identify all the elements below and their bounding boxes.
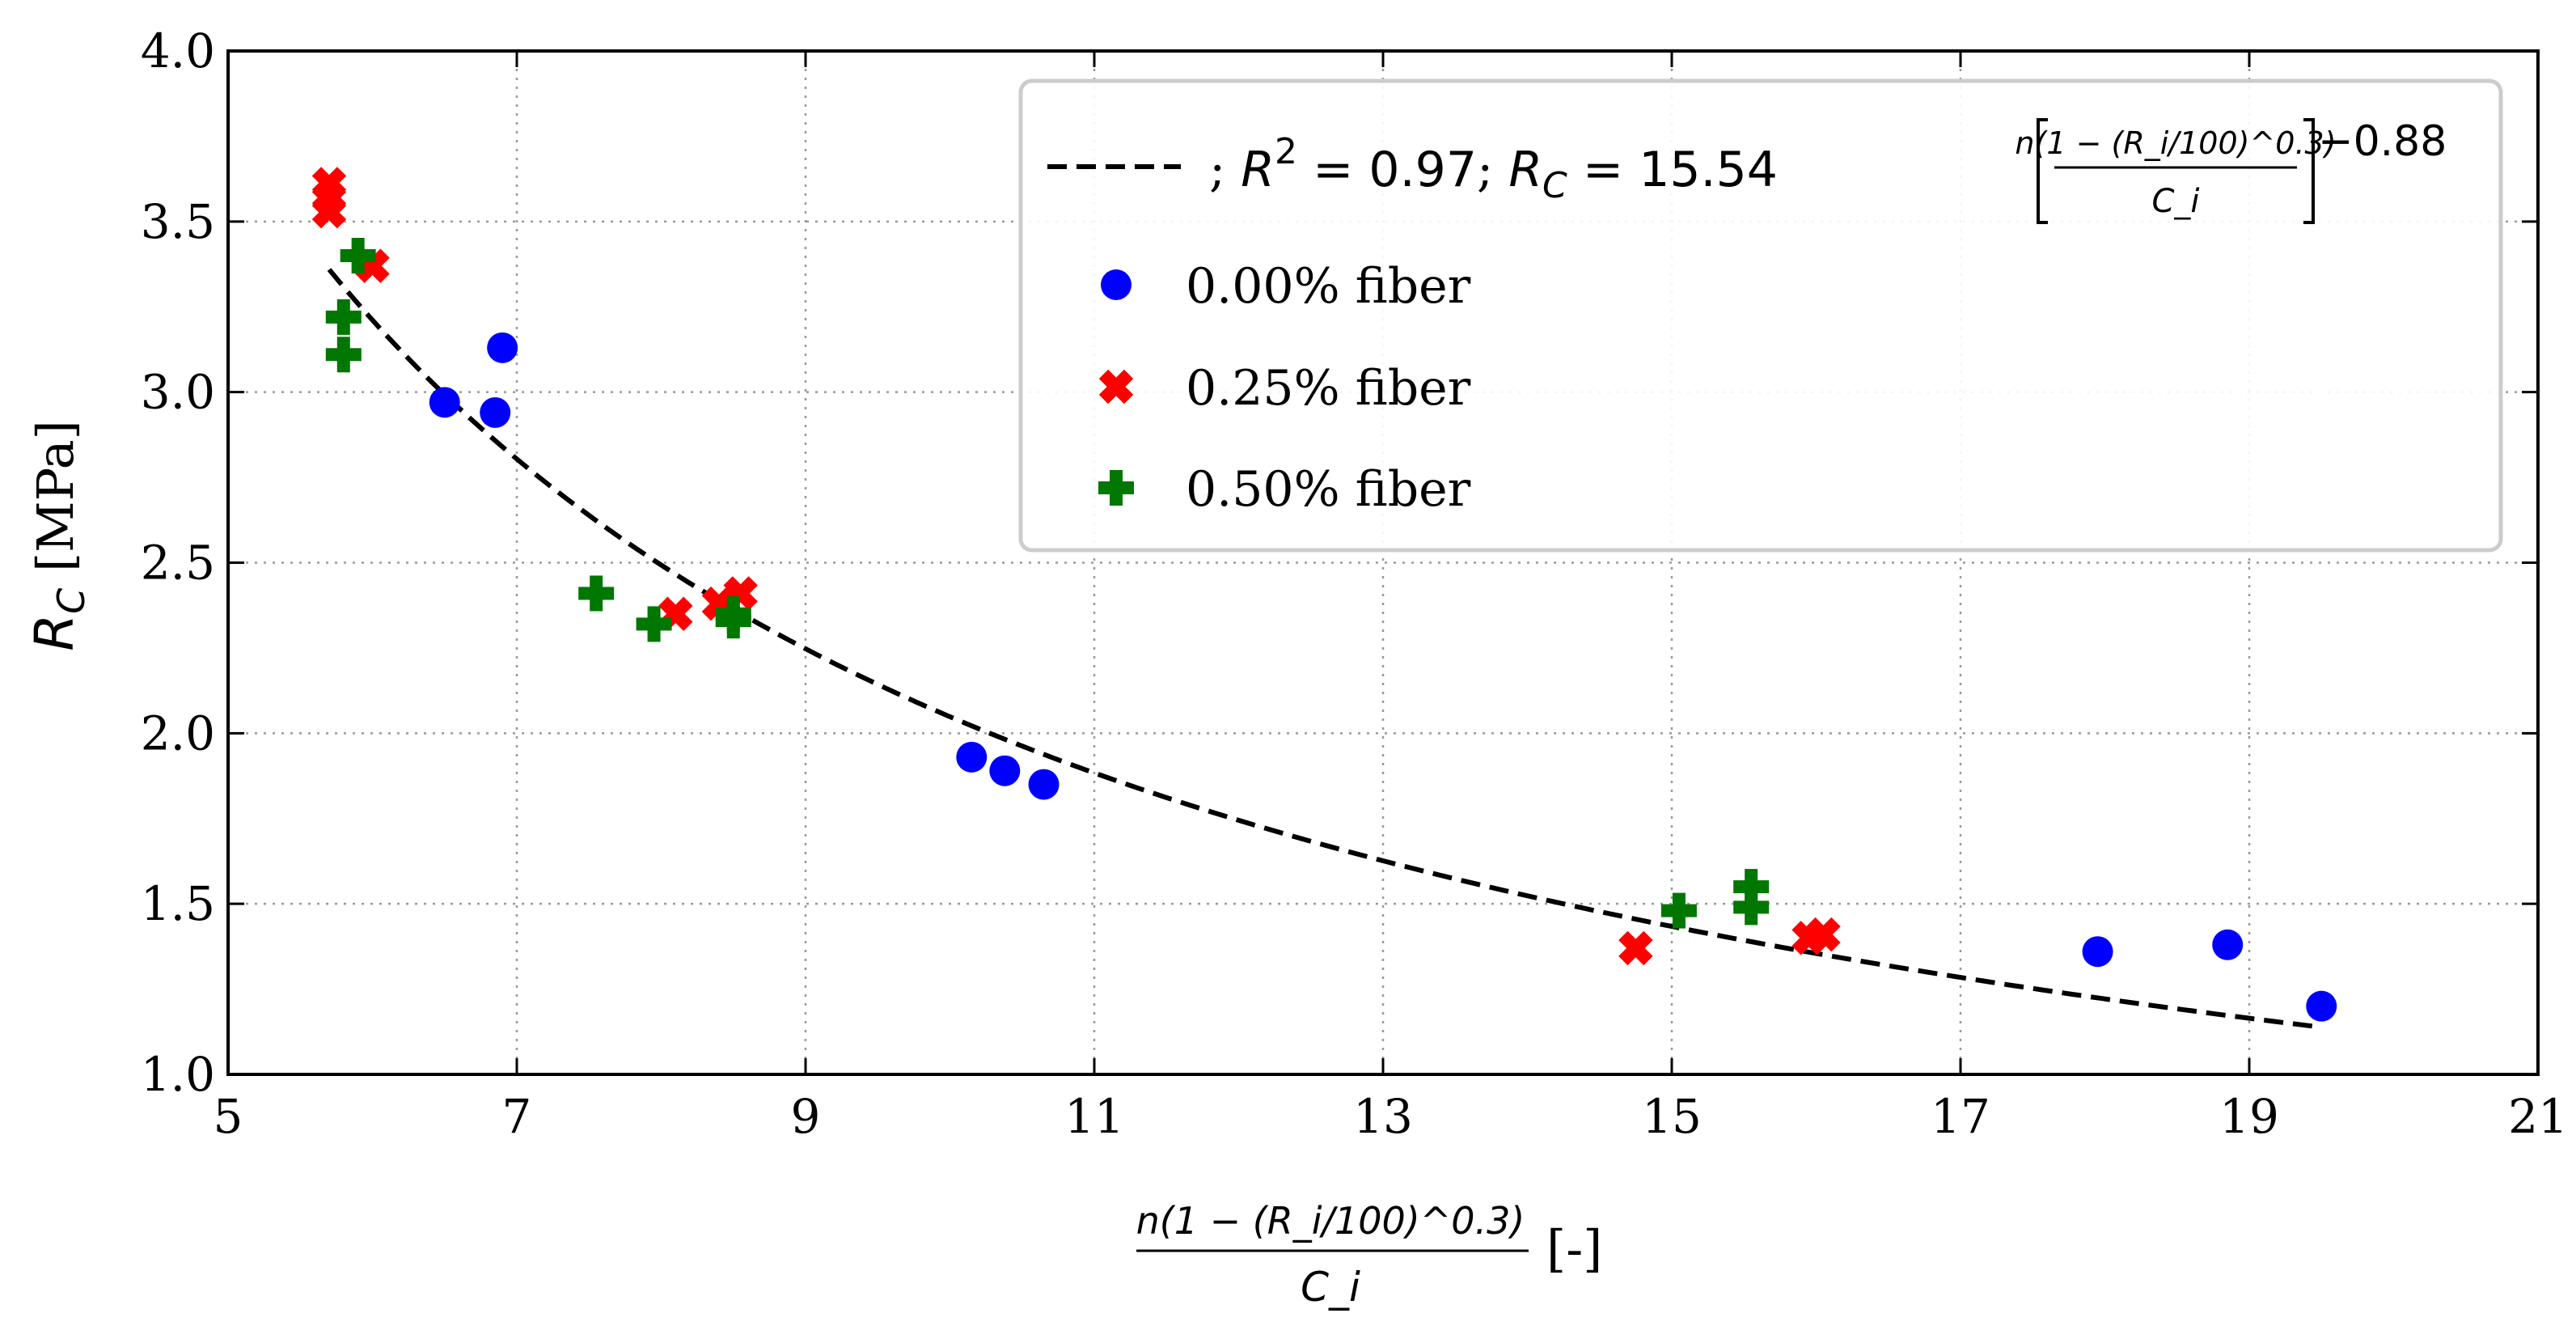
point-0-00-fiber — [2082, 936, 2113, 968]
point-0-00-fiber — [2212, 929, 2244, 960]
point-0-00-fiber — [480, 396, 511, 428]
marker-bar-v — [1618, 930, 1653, 966]
point-0-50-fiber — [1733, 869, 1770, 905]
point-0-50-fiber — [325, 299, 362, 335]
marker-bar-v — [590, 575, 603, 612]
y-tick-label: 3.5 — [141, 194, 215, 249]
point-0-50-fiber — [578, 575, 615, 612]
legend: ; R2 = 0.97; RC = 15.54 n(1 − (R_i/100)^… — [1018, 78, 2503, 553]
marker-bar-v — [1672, 892, 1686, 929]
point-0-50-fiber — [1660, 892, 1697, 929]
y-axis-symbol: R — [23, 614, 86, 651]
point-0-00-fiber — [487, 332, 518, 363]
y-axis-subscript: C — [49, 588, 93, 614]
x-tick-label: 13 — [1353, 1089, 1413, 1144]
x-tick-label: 21 — [2508, 1089, 2568, 1144]
marker-bar-v — [311, 193, 347, 229]
legend-swatch-0-25-fiber — [1098, 369, 1134, 405]
legend-fit-rc-sub: C — [1542, 165, 1567, 206]
point-0-00-fiber — [2306, 990, 2337, 1022]
fit-curve-layer — [327, 268, 2322, 1030]
x-axis-numerator: n(1 − (R_i/100)^0.3) — [1136, 1199, 1525, 1243]
x-axis-unit: [-] — [1546, 1219, 1602, 1278]
y-axis-label: RC [MPa] — [23, 420, 93, 650]
y-tick-label: 2.0 — [141, 705, 215, 760]
legend-fit-left-bracket — [2037, 118, 2048, 224]
x-tick-label: 15 — [1642, 1089, 1702, 1144]
point-0-50-fiber — [340, 238, 376, 273]
legend-fit-right-bracket — [2303, 118, 2315, 224]
point-0-00-fiber — [956, 741, 988, 773]
point-0-50-fiber — [636, 606, 672, 642]
legend-frame — [1018, 78, 2503, 553]
marker-bar-v — [726, 595, 740, 632]
point-0-00-fiber — [1028, 769, 1060, 800]
point-0-25-fiber — [1806, 917, 1841, 952]
y-tick-label: 4.0 — [141, 23, 215, 78]
y-axis-unit: [MPa] — [26, 420, 85, 572]
point-0-50-fiber — [325, 337, 362, 373]
marker-bar-v — [647, 606, 661, 642]
x-tick-label: 7 — [502, 1089, 532, 1144]
legend-label-0-25-fiber: 0.25% fiber — [1186, 360, 1471, 417]
marker-bar-v — [1745, 869, 1758, 905]
legend-fit-sep-1: ; — [1209, 142, 1241, 198]
marker-bar-v — [355, 248, 390, 283]
y-tick-label: 1.5 — [141, 876, 215, 931]
x-tick-label: 17 — [1931, 1089, 1990, 1144]
legend-fit-r2-value: = 0.97 — [1313, 142, 1477, 198]
marker-bar-v — [336, 337, 350, 373]
x-tick-label: 19 — [2219, 1089, 2279, 1144]
marker-bar-v — [351, 238, 365, 273]
legend-fit-exponent: −0.88 — [2318, 117, 2447, 166]
legend-fit-r2-symbol: R — [1241, 142, 1275, 198]
x-axis-label: n(1 − (R_i/100)^0.3) C_i [-] — [1136, 1199, 1603, 1311]
legend-fit-fraction-num: n(1 − (R_i/100)^0.3) — [2015, 125, 2336, 161]
x-tick-label: 9 — [791, 1089, 821, 1144]
legend-fit-rc-symbol: R — [1508, 142, 1542, 198]
x-axis-denominator: C_i — [1301, 1264, 1360, 1311]
svg-text:; R2 = 0.97; RC = 15.54: ; R2 = 0.97; RC = 15.54 — [1209, 131, 1778, 206]
y-tick-label: 1.0 — [141, 1047, 215, 1102]
axes — [226, 49, 2540, 1076]
legend-swatch-0-50-fiber — [1098, 470, 1134, 506]
data-points-layer — [311, 167, 2337, 1022]
marker-bar-v — [1806, 917, 1841, 952]
fit-curve — [327, 268, 2322, 1030]
point-0-25-fiber — [1618, 930, 1653, 966]
svg-text:RC [MPa]: RC [MPa] — [23, 420, 93, 650]
x-tick-label: 11 — [1064, 1089, 1124, 1144]
marker-bar-v — [701, 586, 737, 621]
legend-fit-sep-2: ; — [1477, 142, 1508, 198]
legend-label-0-50-fiber: 0.50% fiber — [1186, 461, 1471, 518]
x-tick-label: 5 — [214, 1089, 243, 1144]
plot-frame — [226, 49, 2540, 1076]
legend-fit-r2-power: 2 — [1275, 131, 1297, 172]
legend-fit-label: ; R2 = 0.97; RC = 15.54 n(1 − (R_i/100)^… — [1209, 117, 2447, 224]
y-tick-label: 2.5 — [141, 536, 215, 591]
marker-bar-v — [336, 299, 350, 335]
point-0-25-fiber — [311, 193, 347, 229]
y-tick-label: 3.0 — [141, 365, 215, 420]
point-0-00-fiber — [989, 755, 1021, 786]
legend-label-0-00-fiber: 0.00% fiber — [1186, 258, 1471, 315]
point-0-50-fiber — [715, 595, 751, 632]
legend-fit-rc-eq: = 15.54 — [1583, 142, 1778, 198]
legend-swatch-0-00-fiber — [1101, 269, 1131, 300]
legend-fit-fraction-den: C_i — [2151, 183, 2199, 220]
tick-labels: 5 7 9 11 13 15 17 19 21 1.0 1.5 2.0 2.5 3.0 3.5 4.0 — [141, 23, 2568, 1144]
point-0-00-fiber — [429, 387, 460, 418]
